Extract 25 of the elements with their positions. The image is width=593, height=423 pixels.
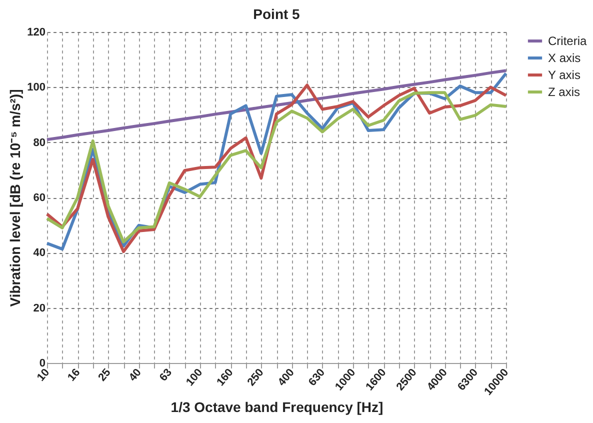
chart-title: Point 5 [253, 6, 300, 22]
legend-label: X axis [548, 51, 581, 65]
legend-label: Y axis [548, 68, 580, 82]
x-tick-label: 160 [214, 366, 236, 388]
x-tick-label: 100 [184, 366, 206, 388]
x-tick-label: 400 [276, 366, 297, 388]
y-tick-label: 0 [39, 358, 46, 370]
legend-label: Z axis [548, 85, 580, 99]
y-tick-label: 40 [33, 247, 46, 260]
x-tick-label: 40 [126, 366, 144, 384]
legend-label: Criteria [548, 34, 587, 48]
x-tick-label: 63 [157, 366, 174, 384]
x-axis-title: 1/3 Octave band Frequency [Hz] [170, 399, 384, 416]
x-tick-label: 630 [306, 366, 328, 388]
y-tick-label: 60 [33, 192, 46, 204]
y-tick-label: 120 [27, 26, 46, 38]
x-tick-label: 250 [245, 366, 266, 388]
x-tick-label: 10 [35, 366, 52, 384]
y-tick-label: 100 [27, 82, 46, 94]
x-tick-label: 25 [96, 366, 114, 384]
y-tick-label: 80 [33, 136, 46, 149]
y-axis-title: Vibration level [dB (re 10⁻⁵ m/s²)] [7, 89, 24, 307]
y-tick-label: 20 [33, 302, 46, 314]
x-tick-label: 16 [66, 366, 83, 384]
line-series [46, 69, 508, 142]
